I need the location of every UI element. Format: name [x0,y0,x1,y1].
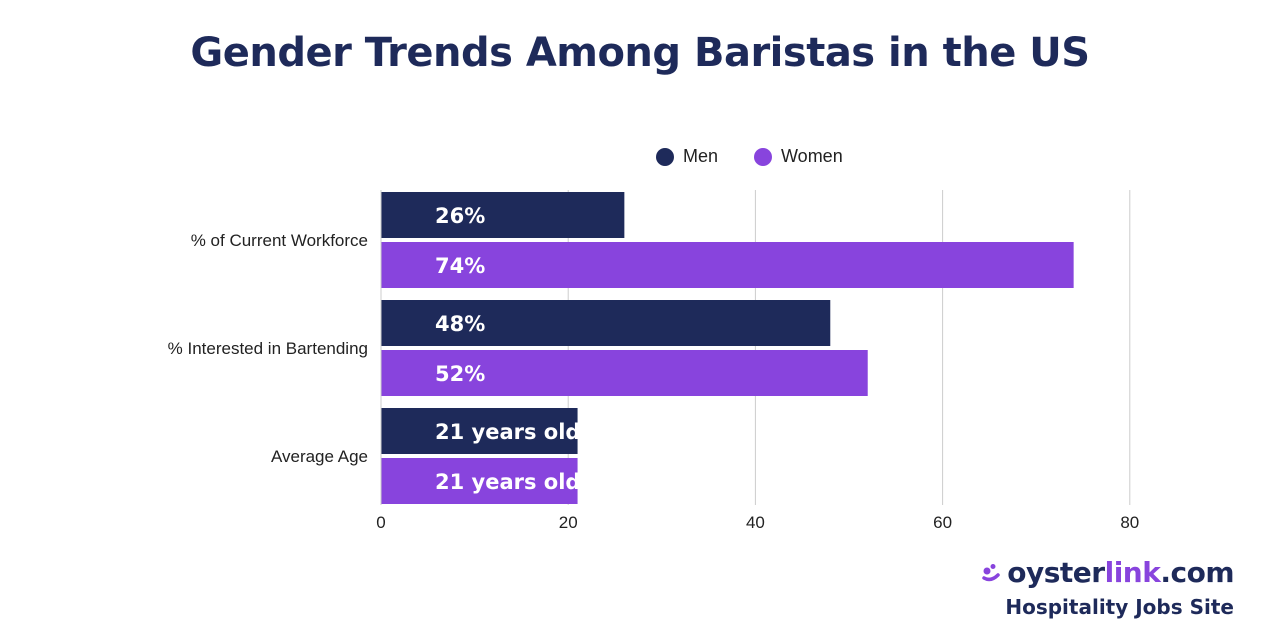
x-tick-label: 0 [376,513,385,532]
legend-label-men: Men [683,146,719,166]
bar-men-2 [381,408,578,454]
legend-item-women: Women [754,146,843,167]
chart-legend: Men Women [656,146,879,167]
brand-name-part2: link [1104,556,1161,589]
brand-name-part1: oyster [1007,556,1105,589]
legend-swatch-women [754,147,773,166]
y-category-label: % of Current Workforce [191,231,368,250]
x-tick-label: 80 [1120,513,1139,532]
brand-tagline: Hospitality Jobs Site [1005,595,1234,619]
bar-women-1 [381,350,868,396]
brand-name-part3: .com [1160,556,1234,589]
brand-logo: oysterlink.com Hospitality Jobs Site [964,556,1234,619]
chart-title: Gender Trends Among Baristas in the US [190,30,1090,76]
legend-swatch-men [656,147,674,166]
x-tick-label: 20 [559,513,578,532]
bar-women-2 [381,458,578,504]
oysterlink-logo-icon [982,563,1000,581]
x-tick-label: 40 [746,513,765,532]
x-tick-label: 60 [933,513,952,532]
legend-label-women: Women [781,146,843,166]
data-label: 21 years old [435,420,580,444]
data-label: 74% [435,254,485,278]
data-label: 21 years old [435,470,580,494]
data-label: 26% [435,204,485,228]
bar-men-1 [381,300,831,346]
y-category-label: % Interested in Bartending [168,339,368,358]
y-category-label: Average Age [271,447,368,466]
data-label: 52% [435,362,485,386]
data-label: 48% [435,312,485,336]
legend-item-men: Men [656,146,718,167]
bar-women-0 [381,242,1074,288]
brand-name: oysterlink.com [1007,556,1234,589]
bar-men-0 [381,192,625,238]
